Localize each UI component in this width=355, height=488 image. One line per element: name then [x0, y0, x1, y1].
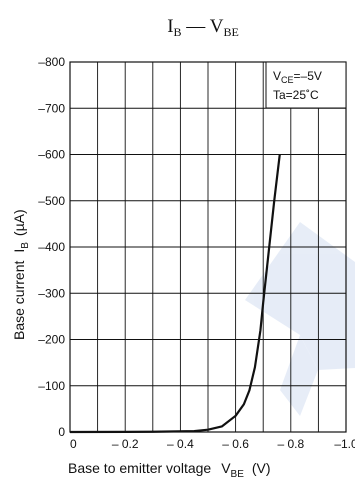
x-tick-label: – 0.2 — [112, 437, 139, 451]
y-tick-label: –500 — [38, 194, 65, 208]
x-tick-label: – 0.6 — [222, 437, 249, 451]
y-tick-labels: 0 –100 –200 –300 –400 –500 –600 –700 –800 — [38, 55, 65, 439]
grid — [70, 62, 346, 432]
y-axis-label: Base currentIB(µA) — [11, 209, 31, 340]
y-tick-label: –400 — [38, 240, 65, 254]
watermark-logo — [245, 222, 355, 416]
y-tick-label: –600 — [38, 148, 65, 162]
condition-ta: Ta=25˚C — [273, 88, 319, 102]
x-tick-label: –1.0 — [334, 437, 355, 451]
y-tick-label: –300 — [38, 286, 65, 300]
x-tick-label: 0 — [70, 437, 77, 451]
y-tick-label: –800 — [38, 55, 65, 69]
y-tick-label: –700 — [38, 101, 65, 115]
x-tick-labels: 0 – 0.2 – 0.4 – 0.6 – 0.8 –1.0 — [70, 437, 355, 451]
y-tick-label: 0 — [58, 425, 65, 439]
conditions-box: VCE=–5V Ta=25˚C — [265, 61, 347, 109]
x-tick-label: – 0.8 — [277, 437, 304, 451]
x-axis-label: Base to emitter voltage VBE (V) — [68, 460, 271, 480]
x-tick-label: – 0.4 — [167, 437, 194, 451]
condition-vce: VCE=–5V — [273, 69, 322, 85]
series-line — [69, 154, 281, 434]
y-tick-label: –100 — [38, 379, 65, 393]
plot-frame — [69, 61, 347, 433]
chart-title: IB — VBE — [167, 16, 239, 39]
y-tick-label: –200 — [38, 333, 65, 347]
